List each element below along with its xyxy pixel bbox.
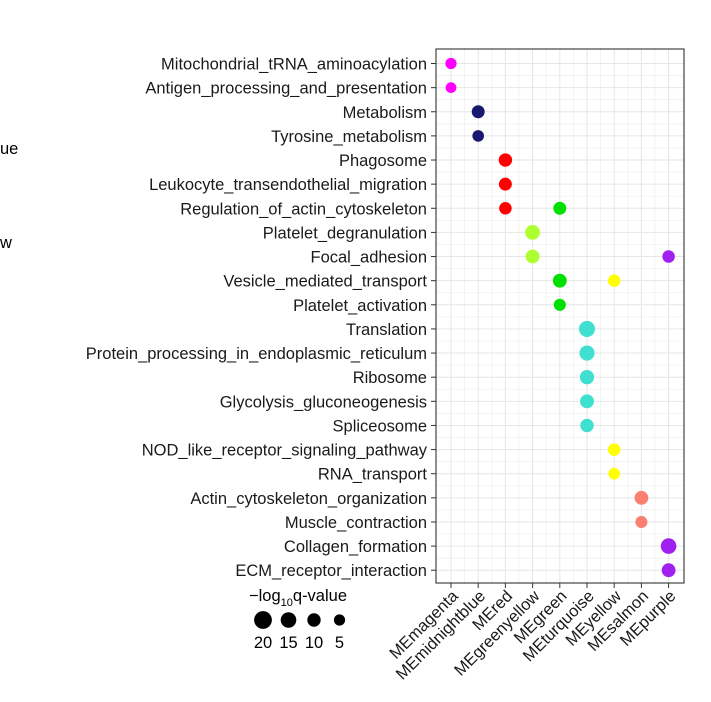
data-point xyxy=(498,177,512,191)
y-tick-label: Regulation_of_actin_cytoskeleton xyxy=(180,200,427,218)
y-tick-label: RNA_transport xyxy=(318,466,428,484)
legend-key-circle xyxy=(333,614,346,626)
y-tick-label: Actin_cytoskeleton_organization xyxy=(190,490,427,508)
clipped-legend-fragments: ue w xyxy=(0,140,18,252)
data-point xyxy=(553,201,567,215)
y-tick-label: ECM_receptor_interaction xyxy=(235,562,427,580)
data-point xyxy=(499,202,512,215)
legend-key-label: 10 xyxy=(305,634,323,652)
legend-title: −log10q-value xyxy=(249,587,347,609)
data-point xyxy=(634,490,649,505)
data-point xyxy=(445,57,457,70)
data-point xyxy=(580,394,594,409)
y-tick-label: Collagen_formation xyxy=(284,538,427,556)
legend-key-label: 5 xyxy=(335,634,344,652)
data-point xyxy=(552,273,567,288)
y-tick-label: Tyrosine_metabolism xyxy=(271,128,427,146)
legend-key-label: 20 xyxy=(254,634,272,652)
x-axis: MEmagentaMEmidnightblueMEredMEgreenyello… xyxy=(386,583,679,683)
data-point xyxy=(498,153,513,167)
data-point xyxy=(579,370,595,385)
data-point xyxy=(525,225,540,240)
clipped-legend-text: ue xyxy=(0,140,18,158)
data-point xyxy=(445,82,457,94)
y-tick-label: Platelet_degranulation xyxy=(263,224,427,242)
y-tick-label: Vesicle_mediated_transport xyxy=(223,273,427,291)
y-tick-label: Mitochondrial_tRNA_aminoacylation xyxy=(161,56,427,74)
y-axis: Mitochondrial_tRNA_aminoacylation Antigen… xyxy=(86,56,436,580)
y-tick-label: Translation xyxy=(346,321,427,339)
y-tick-label: Ribosome xyxy=(353,369,427,387)
data-point xyxy=(471,105,485,119)
data-point xyxy=(662,250,675,263)
y-tick-label: Focal_adhesion xyxy=(311,249,428,267)
data-point xyxy=(608,467,621,480)
data-point xyxy=(607,274,621,287)
legend-key-label: 15 xyxy=(279,634,297,652)
y-tick-label: Muscle_contraction xyxy=(285,514,427,532)
y-tick-label: Platelet_activation xyxy=(293,297,427,315)
y-tick-label: Metabolism xyxy=(343,104,427,122)
legend-key-circle xyxy=(280,612,297,628)
data-point xyxy=(580,418,594,433)
y-tick-label: Spliceosome xyxy=(333,417,427,435)
y-tick-label: Leukocyte_transendothelial_migration xyxy=(149,176,427,194)
data-point xyxy=(525,249,540,264)
grid-lines xyxy=(436,49,684,583)
data-point xyxy=(661,563,676,578)
data-point xyxy=(635,515,648,529)
data-point xyxy=(579,345,595,361)
y-tick-label: NOD_like_receptor_signaling_pathway xyxy=(142,442,428,460)
data-point xyxy=(660,538,677,554)
legend-key-circle xyxy=(254,611,272,629)
data-point xyxy=(607,443,621,456)
clipped-legend-text: w xyxy=(0,234,12,252)
data-point xyxy=(472,130,485,142)
data-point xyxy=(578,320,596,337)
data-points xyxy=(445,57,677,578)
legend-key-circle xyxy=(307,613,321,627)
y-tick-label: Phagosome xyxy=(339,152,427,170)
y-tick-label: Antigen_processing_and_presentation xyxy=(145,80,427,98)
y-tick-label: Protein_processing_in_endoplasmic_reticu… xyxy=(86,345,427,363)
data-point xyxy=(553,298,566,311)
size-legend: −log10q-value 20 15 10 5 xyxy=(249,587,347,652)
y-tick-label: Glycolysis_gluconeogenesis xyxy=(220,393,427,411)
